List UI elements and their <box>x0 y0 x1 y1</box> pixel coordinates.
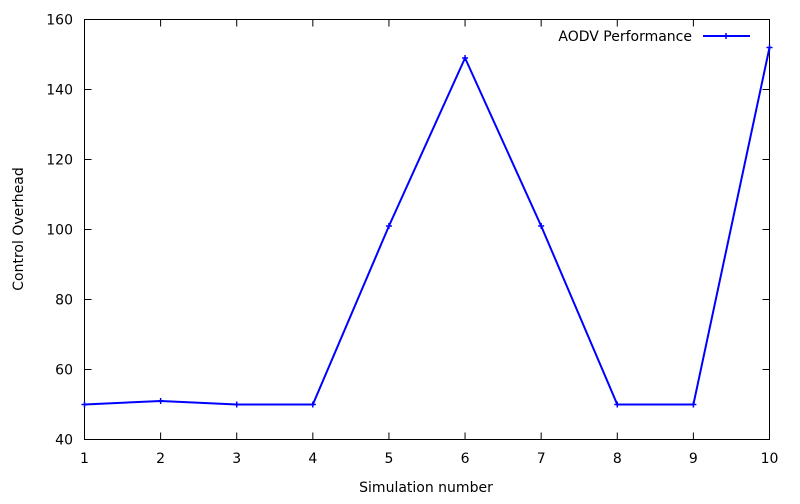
data-point-marker <box>538 223 545 229</box>
series-line <box>84 47 771 406</box>
y-tick-label: 120 <box>46 153 73 169</box>
data-point-marker <box>614 401 621 408</box>
y-tick-label: 40 <box>55 433 73 449</box>
x-tick-label: 4 <box>308 451 317 467</box>
x-tick-label: 2 <box>156 451 165 467</box>
data-point-marker <box>81 401 88 408</box>
data-point-marker <box>309 401 316 408</box>
y-tick-label: 60 <box>55 363 73 379</box>
data-point-marker <box>233 401 240 408</box>
y-axis: 40 60 80 100 120 140 160 <box>46 13 770 449</box>
y-axis-label: Control Overhead <box>11 167 27 290</box>
legend: AODV Performance <box>558 29 750 45</box>
series-layer <box>81 44 773 408</box>
x-axis-label: Simulation number <box>359 480 493 496</box>
x-tick-label: 9 <box>689 451 698 467</box>
data-point-marker <box>157 398 164 404</box>
x-axis: 1 2 3 4 5 6 7 8 9 10 <box>80 19 779 467</box>
y-tick-label: 160 <box>46 13 73 29</box>
x-tick-label: 7 <box>537 451 546 467</box>
plot-frame <box>84 19 770 440</box>
data-point-marker <box>766 44 773 51</box>
x-tick-label: 6 <box>461 451 470 467</box>
x-tick-label: 5 <box>384 451 393 467</box>
y-tick-label: 100 <box>46 223 73 239</box>
y-tick-label: 140 <box>46 83 73 99</box>
x-tick-label: 8 <box>613 451 622 467</box>
legend-label: AODV Performance <box>558 29 692 45</box>
x-tick-label: 3 <box>232 451 241 467</box>
legend-marker <box>723 33 729 39</box>
data-point-marker <box>690 401 697 408</box>
data-point-marker <box>462 55 469 61</box>
x-tick-label: 10 <box>761 451 779 467</box>
data-point-marker <box>385 223 392 229</box>
y-tick-label: 80 <box>55 293 73 309</box>
x-tick-label: 1 <box>80 451 89 467</box>
